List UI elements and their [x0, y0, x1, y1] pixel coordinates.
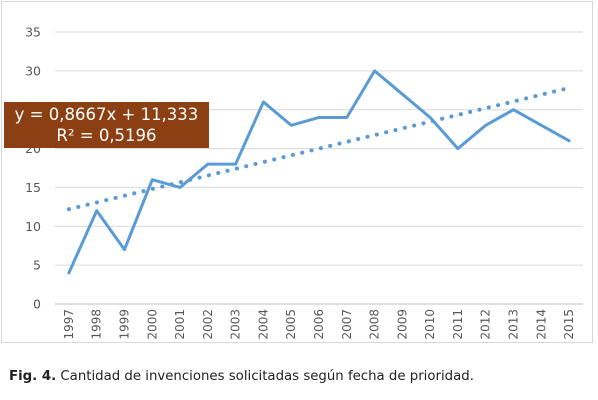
x-tick-label: 2010	[423, 309, 437, 340]
x-tick-label: 1999	[117, 309, 131, 340]
x-tick-label: 2015	[562, 309, 576, 340]
x-tick-label: 2009	[395, 309, 409, 340]
figure-caption: Fig. 4. Cantidad de invenciones solicita…	[9, 369, 474, 384]
x-tick-label: 2014	[534, 309, 548, 340]
x-tick-label: 2003	[229, 309, 243, 340]
y-tick-label: 0	[33, 297, 41, 312]
caption-prefix: Fig. 4.	[9, 369, 57, 384]
x-tick-label: 2000	[145, 309, 159, 340]
trendline-equation-label: y = 0,8667x + 11,333 R² = 0,5196	[4, 102, 209, 148]
y-tick-label: 5	[33, 258, 41, 273]
x-tick-label: 2008	[368, 309, 382, 340]
chart-frame	[1, 1, 593, 343]
y-tick-label: 10	[25, 219, 41, 234]
x-tick-label: 1998	[90, 309, 104, 340]
trendline-r-squared: R² = 0,5196	[56, 126, 157, 145]
x-tick-label: 2005	[284, 309, 298, 340]
x-tick-label: 2001	[173, 309, 187, 340]
x-tick-label: 1997	[62, 309, 76, 340]
x-tick-label: 2002	[201, 309, 215, 340]
x-tick-label: 2011	[451, 309, 465, 340]
trendline-equation: y = 0,8667x + 11,333	[14, 105, 199, 124]
y-tick-label: 30	[25, 63, 41, 78]
y-tick-label: 35	[25, 25, 41, 40]
x-tick-label: 2004	[256, 309, 270, 340]
x-tick-label: 2007	[340, 309, 354, 340]
trendline	[66, 85, 572, 212]
caption-text: Cantidad de invenciones solicitadas segú…	[56, 369, 474, 384]
line-chart: 0510152025303519971998199920002001200220…	[25, 25, 583, 340]
x-tick-label: 2013	[507, 309, 521, 340]
x-tick-label: 2006	[312, 309, 326, 340]
y-tick-label: 15	[25, 180, 41, 195]
x-tick-label: 2012	[479, 309, 493, 340]
